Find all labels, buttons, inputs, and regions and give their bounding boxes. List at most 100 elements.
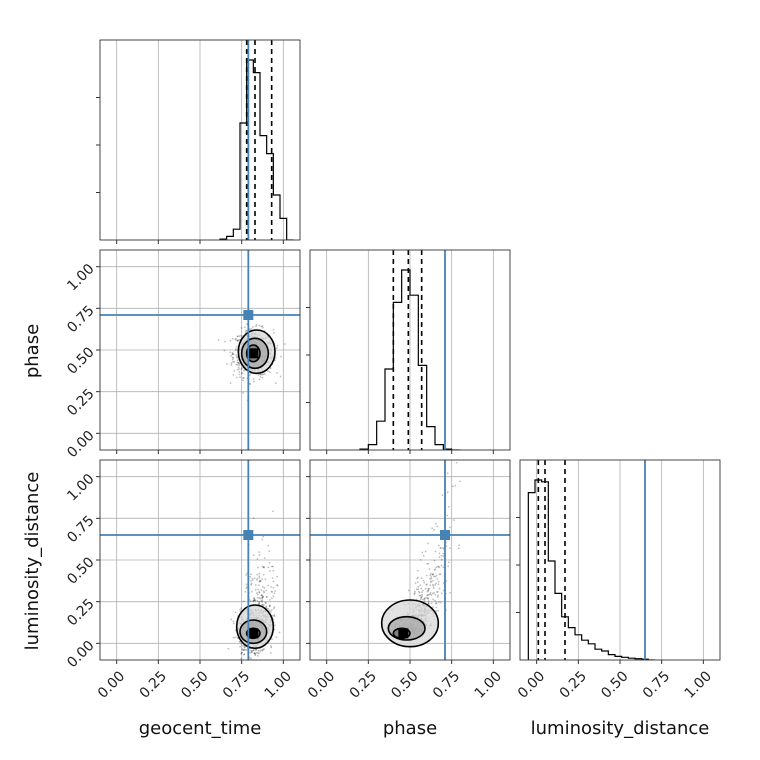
- sample-point: [252, 554, 255, 556]
- sample-point: [439, 573, 442, 576]
- sample-point: [261, 376, 264, 379]
- sample-point: [253, 597, 256, 599]
- sample-point: [262, 648, 264, 651]
- sample-point: [451, 485, 454, 488]
- sample-point: [241, 648, 243, 651]
- sample-point: [271, 565, 274, 568]
- sample-point: [249, 649, 252, 652]
- sample-point: [426, 594, 429, 597]
- sample-point: [273, 606, 276, 608]
- sample-point: [256, 599, 259, 602]
- sample-point: [240, 651, 243, 654]
- sample-point: [262, 573, 265, 576]
- sample-point: [438, 587, 441, 590]
- sample-point: [262, 373, 265, 376]
- sample-point: [233, 360, 236, 363]
- sample-point: [233, 369, 236, 372]
- sample-point: [437, 583, 440, 586]
- sample-point: [268, 598, 271, 601]
- labels-layer: geocent_time phase luminosity_distance p…: [22, 324, 709, 739]
- sample-point: [254, 589, 257, 591]
- sample-point: [421, 589, 424, 592]
- sample-point: [223, 340, 226, 343]
- sample-point: [263, 587, 266, 589]
- sample-point: [254, 598, 256, 601]
- sample-point: [241, 372, 244, 375]
- sample-point: [258, 591, 260, 593]
- sample-point: [427, 601, 430, 604]
- sample-point: [225, 362, 228, 365]
- contour-outer: [235, 604, 275, 650]
- sample-point: [441, 494, 444, 497]
- sample-point: [237, 366, 240, 369]
- panel-content: [100, 460, 300, 660]
- sample-point: [271, 577, 274, 579]
- sample-point: [417, 585, 420, 588]
- sample-point: [265, 595, 268, 598]
- sample-point: [431, 592, 434, 595]
- sample-point: [267, 607, 270, 610]
- sample-point: [430, 576, 433, 578]
- sample-point: [263, 373, 266, 375]
- sample-point: [234, 338, 237, 341]
- sample-point: [276, 584, 279, 587]
- sample-point: [250, 580, 252, 582]
- sample-point: [272, 332, 275, 334]
- sample-point: [241, 651, 244, 654]
- sample-point: [445, 580, 448, 582]
- sample-point: [430, 572, 432, 575]
- sample-point: [240, 327, 243, 329]
- sample-point: [231, 358, 234, 361]
- sample-point: [245, 583, 248, 586]
- sample-point: [258, 591, 261, 594]
- sample-point: [232, 622, 235, 625]
- sample-point: [269, 604, 271, 607]
- sample-point: [261, 586, 264, 588]
- sample-point: [437, 544, 440, 547]
- sample-point: [253, 652, 256, 655]
- sample-point: [416, 569, 419, 572]
- sample-point: [250, 573, 252, 576]
- sample-point: [449, 591, 451, 594]
- sample-point: [268, 371, 271, 373]
- sample-point: [454, 484, 457, 487]
- sample-point: [235, 376, 238, 379]
- sample-point: [255, 323, 258, 326]
- sample-point: [270, 645, 272, 648]
- sample-point: [255, 592, 258, 594]
- sample-point: [250, 657, 252, 660]
- sample-point: [427, 542, 429, 545]
- sample-point: [440, 554, 443, 557]
- sample-point: [254, 653, 257, 655]
- sample-point: [427, 562, 430, 565]
- sample-point: [242, 391, 244, 394]
- sample-point: [238, 367, 240, 370]
- sample-point: [256, 652, 259, 654]
- panel-content: [116, 40, 294, 240]
- sample-point: [276, 584, 279, 586]
- sample-point: [426, 583, 428, 586]
- sample-point: [257, 584, 260, 587]
- sample-point: [261, 596, 264, 599]
- sample-point: [446, 491, 449, 494]
- sample-point: [427, 600, 430, 603]
- sample-point: [255, 578, 258, 581]
- sample-point: [258, 324, 261, 327]
- sample-point: [419, 558, 422, 561]
- sample-point: [243, 369, 245, 372]
- sample-point: [423, 598, 426, 601]
- sample-point: [265, 605, 268, 608]
- sample-point: [252, 649, 255, 652]
- sample-point: [243, 649, 246, 651]
- sample-point: [238, 362, 241, 365]
- sample-point: [261, 604, 264, 606]
- sample-point: [434, 583, 437, 586]
- sample-point: [234, 636, 237, 639]
- sample-point: [242, 379, 244, 382]
- sample-point: [272, 328, 275, 331]
- sample-point: [260, 600, 263, 602]
- sample-point: [250, 583, 253, 586]
- sample-point: [447, 505, 450, 508]
- sample-point: [261, 599, 264, 601]
- sample-point: [231, 356, 234, 359]
